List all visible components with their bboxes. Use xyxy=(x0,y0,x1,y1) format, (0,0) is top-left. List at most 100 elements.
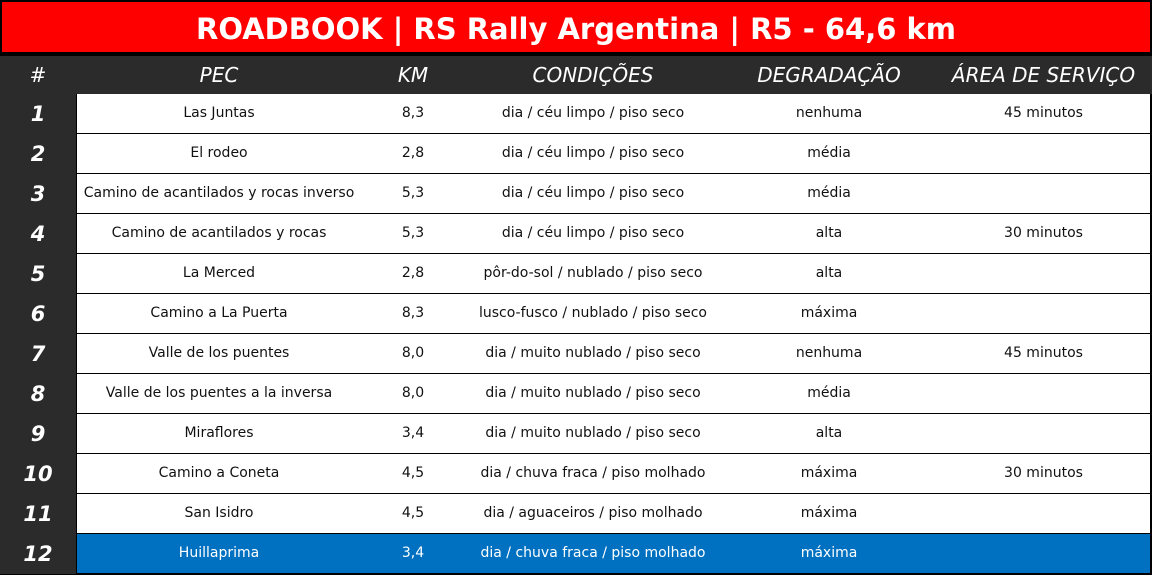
row-cells: Huillaprima 3,4 dia / chuva fraca / piso m… xyxy=(77,534,1150,574)
page-title: ROADBOOK | RS Rally Argentina | R5 - 64,… xyxy=(0,0,1152,54)
conditions-cell: dia / muito nublado / piso seco xyxy=(485,345,701,361)
row-number: 2 xyxy=(0,134,76,174)
stage-name-cell: Valle de los puentes a la inversa xyxy=(105,385,333,401)
degradation-cell: alta xyxy=(815,265,843,281)
degradation-cell: máxima xyxy=(800,305,858,321)
service-area-cell: 30 minutos xyxy=(1004,225,1083,241)
table-row: 6 Camino a La Puerta 8,3 lusco-fusco / nubl… xyxy=(0,294,1152,334)
table-body: 1 Las Juntas 8,3 dia / céu limpo / piso sec… xyxy=(0,94,1152,574)
km-cell: 3,4 xyxy=(401,545,425,561)
row-cells: Miraflores 3,4 dia / muito nublado / piso … xyxy=(77,414,1150,454)
km-cell: 8,3 xyxy=(401,305,425,321)
service-area-cell xyxy=(937,414,1150,453)
degradation-cell: nenhuma xyxy=(795,105,863,121)
header-num: # xyxy=(29,63,47,87)
table-header: # PEC KM CONDIÇÕES DEGRADAÇÃO ÁREA DE SE… xyxy=(0,56,1152,94)
header-km: KM xyxy=(397,63,429,87)
km-cell: 4,5 xyxy=(401,505,425,521)
km-cell: 8,0 xyxy=(401,385,425,401)
km-cell: 8,3 xyxy=(401,105,425,121)
stage-name-cell: Las Juntas xyxy=(183,105,255,121)
row-number: 9 xyxy=(0,414,76,454)
service-area-cell: 45 minutos xyxy=(1004,105,1083,121)
row-cells: Valle de los puentes a la inversa 8,0 dia … xyxy=(77,374,1150,414)
service-area-cell xyxy=(937,374,1150,413)
row-number: 1 xyxy=(0,94,76,134)
degradation-cell: média xyxy=(807,385,851,401)
degradation-cell: máxima xyxy=(800,545,858,561)
km-cell: 3,4 xyxy=(401,425,425,441)
conditions-cell: dia / chuva fraca / piso molhado xyxy=(480,545,706,561)
row-number: 6 xyxy=(0,294,76,334)
degradation-cell: alta xyxy=(815,225,843,241)
conditions-cell: dia / aguaceiros / piso molhado xyxy=(483,505,703,521)
km-cell: 2,8 xyxy=(401,265,425,281)
table-row: 8 Valle de los puentes a la inversa 8,0 dia… xyxy=(0,374,1152,414)
header-service-area: ÁREA DE SERVIÇO xyxy=(951,63,1136,87)
service-area-cell: 45 minutos xyxy=(1004,345,1083,361)
table-row: 3 Camino de acantilados y rocas inverso 5,… xyxy=(0,174,1152,214)
km-cell: 2,8 xyxy=(401,145,425,161)
row-number: 10 xyxy=(0,454,76,494)
conditions-cell: dia / muito nublado / piso seco xyxy=(485,385,701,401)
stage-name-cell: Miraflores xyxy=(184,425,254,441)
degradation-cell: média xyxy=(807,185,851,201)
km-cell: 5,3 xyxy=(401,225,425,241)
km-cell: 5,3 xyxy=(401,185,425,201)
row-cells: Camino a La Puerta 8,3 lusco-fusco / nubla… xyxy=(77,294,1150,334)
table-row: 4 Camino de acantilados y rocas 5,3 dia / c… xyxy=(0,214,1152,254)
conditions-cell: pôr-do-sol / nublado / piso seco xyxy=(483,265,703,281)
header-conditions: CONDIÇÕES xyxy=(532,63,654,87)
header-pec: PEC xyxy=(199,63,239,87)
service-area-cell xyxy=(937,294,1150,333)
service-area-cell: 30 minutos xyxy=(1004,465,1083,481)
km-cell: 8,0 xyxy=(401,345,425,361)
stage-name-cell: Camino a Coneta xyxy=(158,465,280,481)
header-degradation: DEGRADAÇÃO xyxy=(757,63,901,87)
service-area-cell xyxy=(937,534,1150,573)
row-number: 12 xyxy=(0,534,76,574)
service-area-cell xyxy=(937,134,1150,173)
table-row: 2 El rodeo 2,8 dia / céu limpo / piso seco m… xyxy=(0,134,1152,174)
stage-name-cell: Camino a La Puerta xyxy=(150,305,288,321)
row-cells: Valle de los puentes 8,0 dia / muito nubla… xyxy=(77,334,1150,374)
stage-name-cell: El rodeo xyxy=(190,145,248,161)
conditions-cell: dia / céu limpo / piso seco xyxy=(501,105,685,121)
degradation-cell: média xyxy=(807,145,851,161)
km-cell: 4,5 xyxy=(401,465,425,481)
row-cells: La Merced 2,8 pôr-do-sol / nublado / piso … xyxy=(77,254,1150,294)
stage-name-cell: Camino de acantilados y rocas xyxy=(111,225,327,241)
service-area-cell xyxy=(937,494,1150,533)
table-row: 12 Huillaprima 3,4 dia / chuva fraca / piso… xyxy=(0,534,1152,574)
row-number: 7 xyxy=(0,334,76,374)
conditions-cell: dia / céu limpo / piso seco xyxy=(501,145,685,161)
row-cells: Camino de acantilados y rocas 5,3 dia / cé… xyxy=(77,214,1150,254)
row-number: 4 xyxy=(0,214,76,254)
conditions-cell: dia / muito nublado / piso seco xyxy=(485,425,701,441)
table-row: 7 Valle de los puentes 8,0 dia / muito nubl… xyxy=(0,334,1152,374)
stage-name-cell: San Isidro xyxy=(184,505,254,521)
row-cells: El rodeo 2,8 dia / céu limpo / piso seco mé… xyxy=(77,134,1150,174)
row-cells: Camino a Coneta 4,5 dia / chuva fraca / pi… xyxy=(77,454,1150,494)
degradation-cell: máxima xyxy=(800,465,858,481)
stage-name-cell: Valle de los puentes xyxy=(148,345,290,361)
stage-name-cell: La Merced xyxy=(182,265,256,281)
degradation-cell: alta xyxy=(815,425,843,441)
table-row: 1 Las Juntas 8,3 dia / céu limpo / piso sec… xyxy=(0,94,1152,134)
row-number: 3 xyxy=(0,174,76,214)
table-row: 5 La Merced 2,8 pôr-do-sol / nublado / piso… xyxy=(0,254,1152,294)
degradation-cell: máxima xyxy=(800,505,858,521)
row-number: 8 xyxy=(0,374,76,414)
conditions-cell: dia / chuva fraca / piso molhado xyxy=(480,465,706,481)
service-area-cell xyxy=(937,174,1150,213)
table-row: 9 Miraflores 3,4 dia / muito nublado / piso… xyxy=(0,414,1152,454)
conditions-cell: dia / céu limpo / piso seco xyxy=(501,225,685,241)
degradation-cell: nenhuma xyxy=(795,345,863,361)
conditions-cell: dia / céu limpo / piso seco xyxy=(501,185,685,201)
table-row: 11 San Isidro 4,5 dia / aguaceiros / piso m… xyxy=(0,494,1152,534)
stage-name-cell: Huillaprima xyxy=(178,545,260,561)
service-area-cell xyxy=(937,254,1150,293)
row-number: 11 xyxy=(0,494,76,534)
row-cells: San Isidro 4,5 dia / aguaceiros / piso mol… xyxy=(77,494,1150,534)
